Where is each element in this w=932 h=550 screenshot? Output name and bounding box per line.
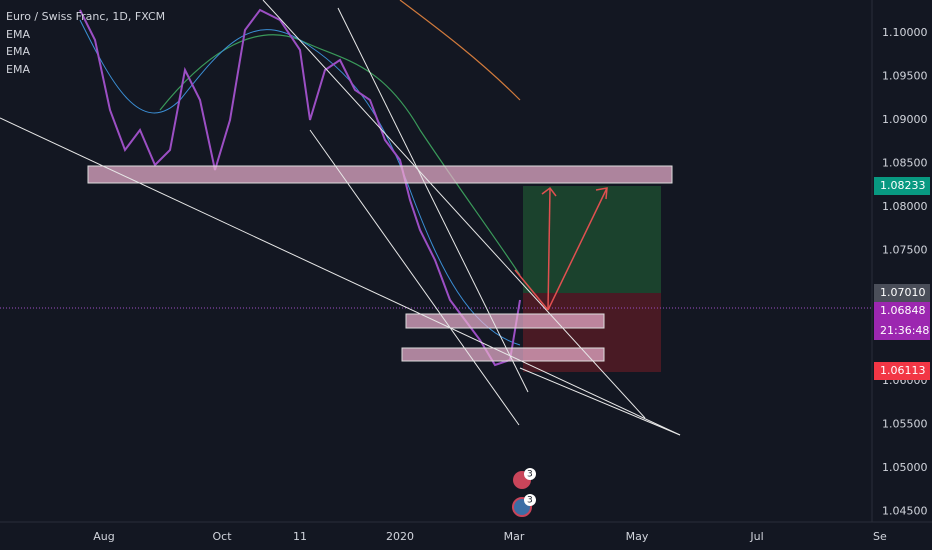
- support-zone: [401, 347, 605, 362]
- event-badge[interactable]: [524, 494, 536, 506]
- event-count: 3: [527, 496, 533, 506]
- time-axis-label: Jul: [749, 530, 763, 543]
- time-axis-label: 2020: [386, 530, 414, 543]
- price-series: [79, 8, 521, 367]
- last-price-tag: [874, 302, 930, 340]
- event-count: 3: [527, 470, 533, 480]
- price-axis-label: 1.05500: [882, 418, 928, 431]
- stop-tag-text: 1.06113: [880, 364, 926, 377]
- time-axis-label: Aug: [93, 530, 114, 543]
- resistance-zone: [87, 165, 673, 184]
- countdown-text: 21:36:48: [880, 324, 929, 337]
- price-axis-label: 1.09500: [882, 70, 928, 83]
- projection-arrows: [514, 186, 608, 311]
- trendlines: [0, 0, 681, 436]
- time-axis-label: Se: [873, 530, 887, 543]
- price-axis-label: 1.10000: [882, 26, 928, 39]
- price-axis-label: 1.08500: [882, 157, 928, 170]
- stop-tag: [874, 362, 930, 380]
- symbol-title: Euro / Swiss Franc, 1D, FXCM: [6, 10, 165, 23]
- price-axis-label: 1.07500: [882, 244, 928, 257]
- time-axis-label: Mar: [504, 530, 525, 543]
- last-price-text: 1.06848: [880, 304, 926, 317]
- time-axis-label: Oct: [212, 530, 232, 543]
- entry-tag: [874, 284, 930, 302]
- profit-zone: [523, 186, 661, 293]
- target-tag: [874, 177, 930, 195]
- indicator-label: EMA: [6, 28, 30, 41]
- price-axis-label: 1.09000: [882, 113, 928, 126]
- price-axis-label: 1.04500: [882, 505, 928, 518]
- event-badge[interactable]: [524, 468, 536, 480]
- entry-tag-text: 1.07010: [880, 286, 926, 299]
- price-axis-label: 1.08000: [882, 200, 928, 213]
- ema-slow: [399, 0, 521, 101]
- indicator-label: EMA: [6, 63, 30, 76]
- time-axis-label: May: [626, 530, 649, 543]
- price-axis-label: 1.05000: [882, 461, 928, 474]
- time-axis-label: 11: [293, 530, 307, 543]
- target-tag-text: 1.08233: [880, 179, 926, 192]
- indicator-label: EMA: [6, 45, 30, 58]
- support-zone: [405, 313, 605, 329]
